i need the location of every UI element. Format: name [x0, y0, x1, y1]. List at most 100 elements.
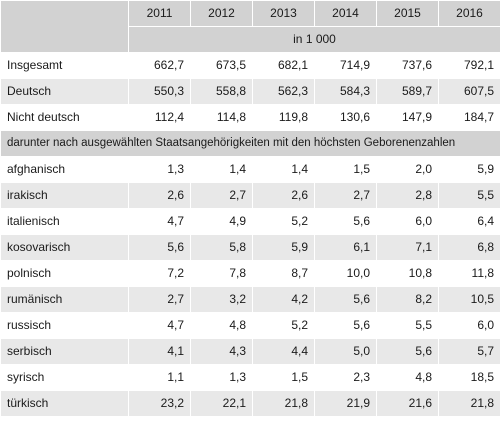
year-header-2014: 2014 — [314, 0, 377, 27]
value-cell-2011: 4,1 — [128, 338, 191, 365]
value-cell-2012: 5,8 — [190, 234, 253, 261]
value-cell-2013: 5,2 — [252, 208, 315, 235]
value-cell-2015: 5,5 — [376, 312, 439, 339]
value-cell-2014: 2,3 — [314, 364, 377, 391]
value-cell-2013: 5,9 — [252, 234, 315, 261]
value-cell-2016: 5,9 — [438, 156, 500, 183]
value-cell-2011: 23,2 — [128, 390, 191, 417]
value-cell-2011: 550,3 — [128, 78, 191, 105]
value-cell-2012: 7,8 — [190, 260, 253, 287]
value-cell-2015: 5,6 — [376, 338, 439, 365]
row-label: Nicht deutsch — [0, 104, 129, 131]
table-row: Deutsch 550,3 558,8 562,3 584,3 589,7 607,5 — [0, 78, 500, 105]
value-cell-2011: 2,7 — [128, 286, 191, 313]
table-row: russisch 4,7 4,8 5,2 5,6 5,5 6,0 — [0, 312, 500, 339]
value-cell-2016: 11,8 — [438, 260, 500, 287]
value-cell-2012: 3,2 — [190, 286, 253, 313]
table-row: italienisch 4,7 4,9 5,2 5,6 6,0 6,4 — [0, 208, 500, 235]
value-cell-2013: 2,6 — [252, 182, 315, 209]
value-cell-2011: 1,1 — [128, 364, 191, 391]
table-section: darunter nach ausgewählten Staatsangehör… — [0, 130, 500, 157]
table-body-totals: Insgesamt 662,7 673,5 682,1 714,9 737,6 792,1 D… — [0, 52, 500, 131]
unit-label: in 1 000 — [128, 26, 500, 53]
value-cell-2011: 112,4 — [128, 104, 191, 131]
value-cell-2014: 5,0 — [314, 338, 377, 365]
value-cell-2016: 607,5 — [438, 78, 500, 105]
year-header-2013: 2013 — [252, 0, 315, 27]
value-cell-2012: 558,8 — [190, 78, 253, 105]
row-label: italienisch — [0, 208, 129, 235]
value-cell-2016: 792,1 — [438, 52, 500, 79]
table-row: afghanisch 1,3 1,4 1,4 1,5 2,0 5,9 — [0, 156, 500, 183]
value-cell-2014: 714,9 — [314, 52, 377, 79]
table-row: türkisch 23,2 22,1 21,8 21,9 21,6 21,8 — [0, 390, 500, 417]
value-cell-2012: 1,3 — [190, 364, 253, 391]
value-cell-2014: 5,6 — [314, 208, 377, 235]
value-cell-2016: 21,8 — [438, 390, 500, 417]
value-cell-2016: 6,0 — [438, 312, 500, 339]
value-cell-2013: 5,2 — [252, 312, 315, 339]
value-cell-2013: 8,7 — [252, 260, 315, 287]
year-header-2012: 2012 — [190, 0, 253, 27]
value-cell-2012: 4,8 — [190, 312, 253, 339]
section-label: darunter nach ausgewählten Staatsangehör… — [0, 130, 500, 157]
value-cell-2015: 6,0 — [376, 208, 439, 235]
value-cell-2014: 130,6 — [314, 104, 377, 131]
value-cell-2016: 5,5 — [438, 182, 500, 209]
value-cell-2011: 662,7 — [128, 52, 191, 79]
value-cell-2014: 5,6 — [314, 312, 377, 339]
value-cell-2013: 682,1 — [252, 52, 315, 79]
value-cell-2012: 673,5 — [190, 52, 253, 79]
value-cell-2014: 2,7 — [314, 182, 377, 209]
value-cell-2012: 4,9 — [190, 208, 253, 235]
value-cell-2011: 1,3 — [128, 156, 191, 183]
value-cell-2011: 4,7 — [128, 312, 191, 339]
value-cell-2014: 21,9 — [314, 390, 377, 417]
year-header-row: 2011 2012 2013 2014 2015 2016 — [0, 0, 500, 53]
value-cell-2012: 114,8 — [190, 104, 253, 131]
value-cell-2016: 6,4 — [438, 208, 500, 235]
row-label: rumänisch — [0, 286, 129, 313]
value-cell-2014: 1,5 — [314, 156, 377, 183]
row-label: afghanisch — [0, 156, 129, 183]
value-cell-2014: 5,6 — [314, 286, 377, 313]
value-cell-2015: 737,6 — [376, 52, 439, 79]
row-label: Insgesamt — [0, 52, 129, 79]
value-cell-2012: 2,7 — [190, 182, 253, 209]
value-cell-2012: 4,3 — [190, 338, 253, 365]
year-header-2011: 2011 — [128, 0, 191, 27]
value-cell-2014: 10,0 — [314, 260, 377, 287]
table-row: polnisch 7,2 7,8 8,7 10,0 10,8 11,8 — [0, 260, 500, 287]
value-cell-2015: 4,8 — [376, 364, 439, 391]
value-cell-2013: 21,8 — [252, 390, 315, 417]
value-cell-2013: 1,4 — [252, 156, 315, 183]
value-cell-2012: 1,4 — [190, 156, 253, 183]
value-cell-2014: 6,1 — [314, 234, 377, 261]
value-cell-2015: 589,7 — [376, 78, 439, 105]
row-label: kosovarisch — [0, 234, 129, 261]
value-cell-2016: 5,7 — [438, 338, 500, 365]
value-cell-2016: 184,7 — [438, 104, 500, 131]
value-cell-2011: 4,7 — [128, 208, 191, 235]
value-cell-2012: 22,1 — [190, 390, 253, 417]
value-cell-2011: 2,6 — [128, 182, 191, 209]
table-row: serbisch 4,1 4,3 4,4 5,0 5,6 5,7 — [0, 338, 500, 365]
value-cell-2013: 1,5 — [252, 364, 315, 391]
value-cell-2016: 6,8 — [438, 234, 500, 261]
value-cell-2015: 147,9 — [376, 104, 439, 131]
table-body-nationalities: afghanisch 1,3 1,4 1,4 1,5 2,0 5,9 irakisch 2,6 2… — [0, 156, 500, 417]
unit-row: in 1 000 — [1, 26, 500, 53]
value-cell-2015: 2,8 — [376, 182, 439, 209]
section-row: darunter nach ausgewählten Staatsangehör… — [0, 130, 500, 157]
value-cell-2016: 10,5 — [438, 286, 500, 313]
value-cell-2015: 8,2 — [376, 286, 439, 313]
value-cell-2016: 18,5 — [438, 364, 500, 391]
table-row: syrisch 1,1 1,3 1,5 2,3 4,8 18,5 — [0, 364, 500, 391]
table-row: Insgesamt 662,7 673,5 682,1 714,9 737,6 792,1 — [0, 52, 500, 79]
year-header-2015: 2015 — [376, 0, 439, 27]
value-cell-2015: 10,8 — [376, 260, 439, 287]
table-row: irakisch 2,6 2,7 2,6 2,7 2,8 5,5 — [0, 182, 500, 209]
value-cell-2013: 119,8 — [252, 104, 315, 131]
value-cell-2015: 7,1 — [376, 234, 439, 261]
